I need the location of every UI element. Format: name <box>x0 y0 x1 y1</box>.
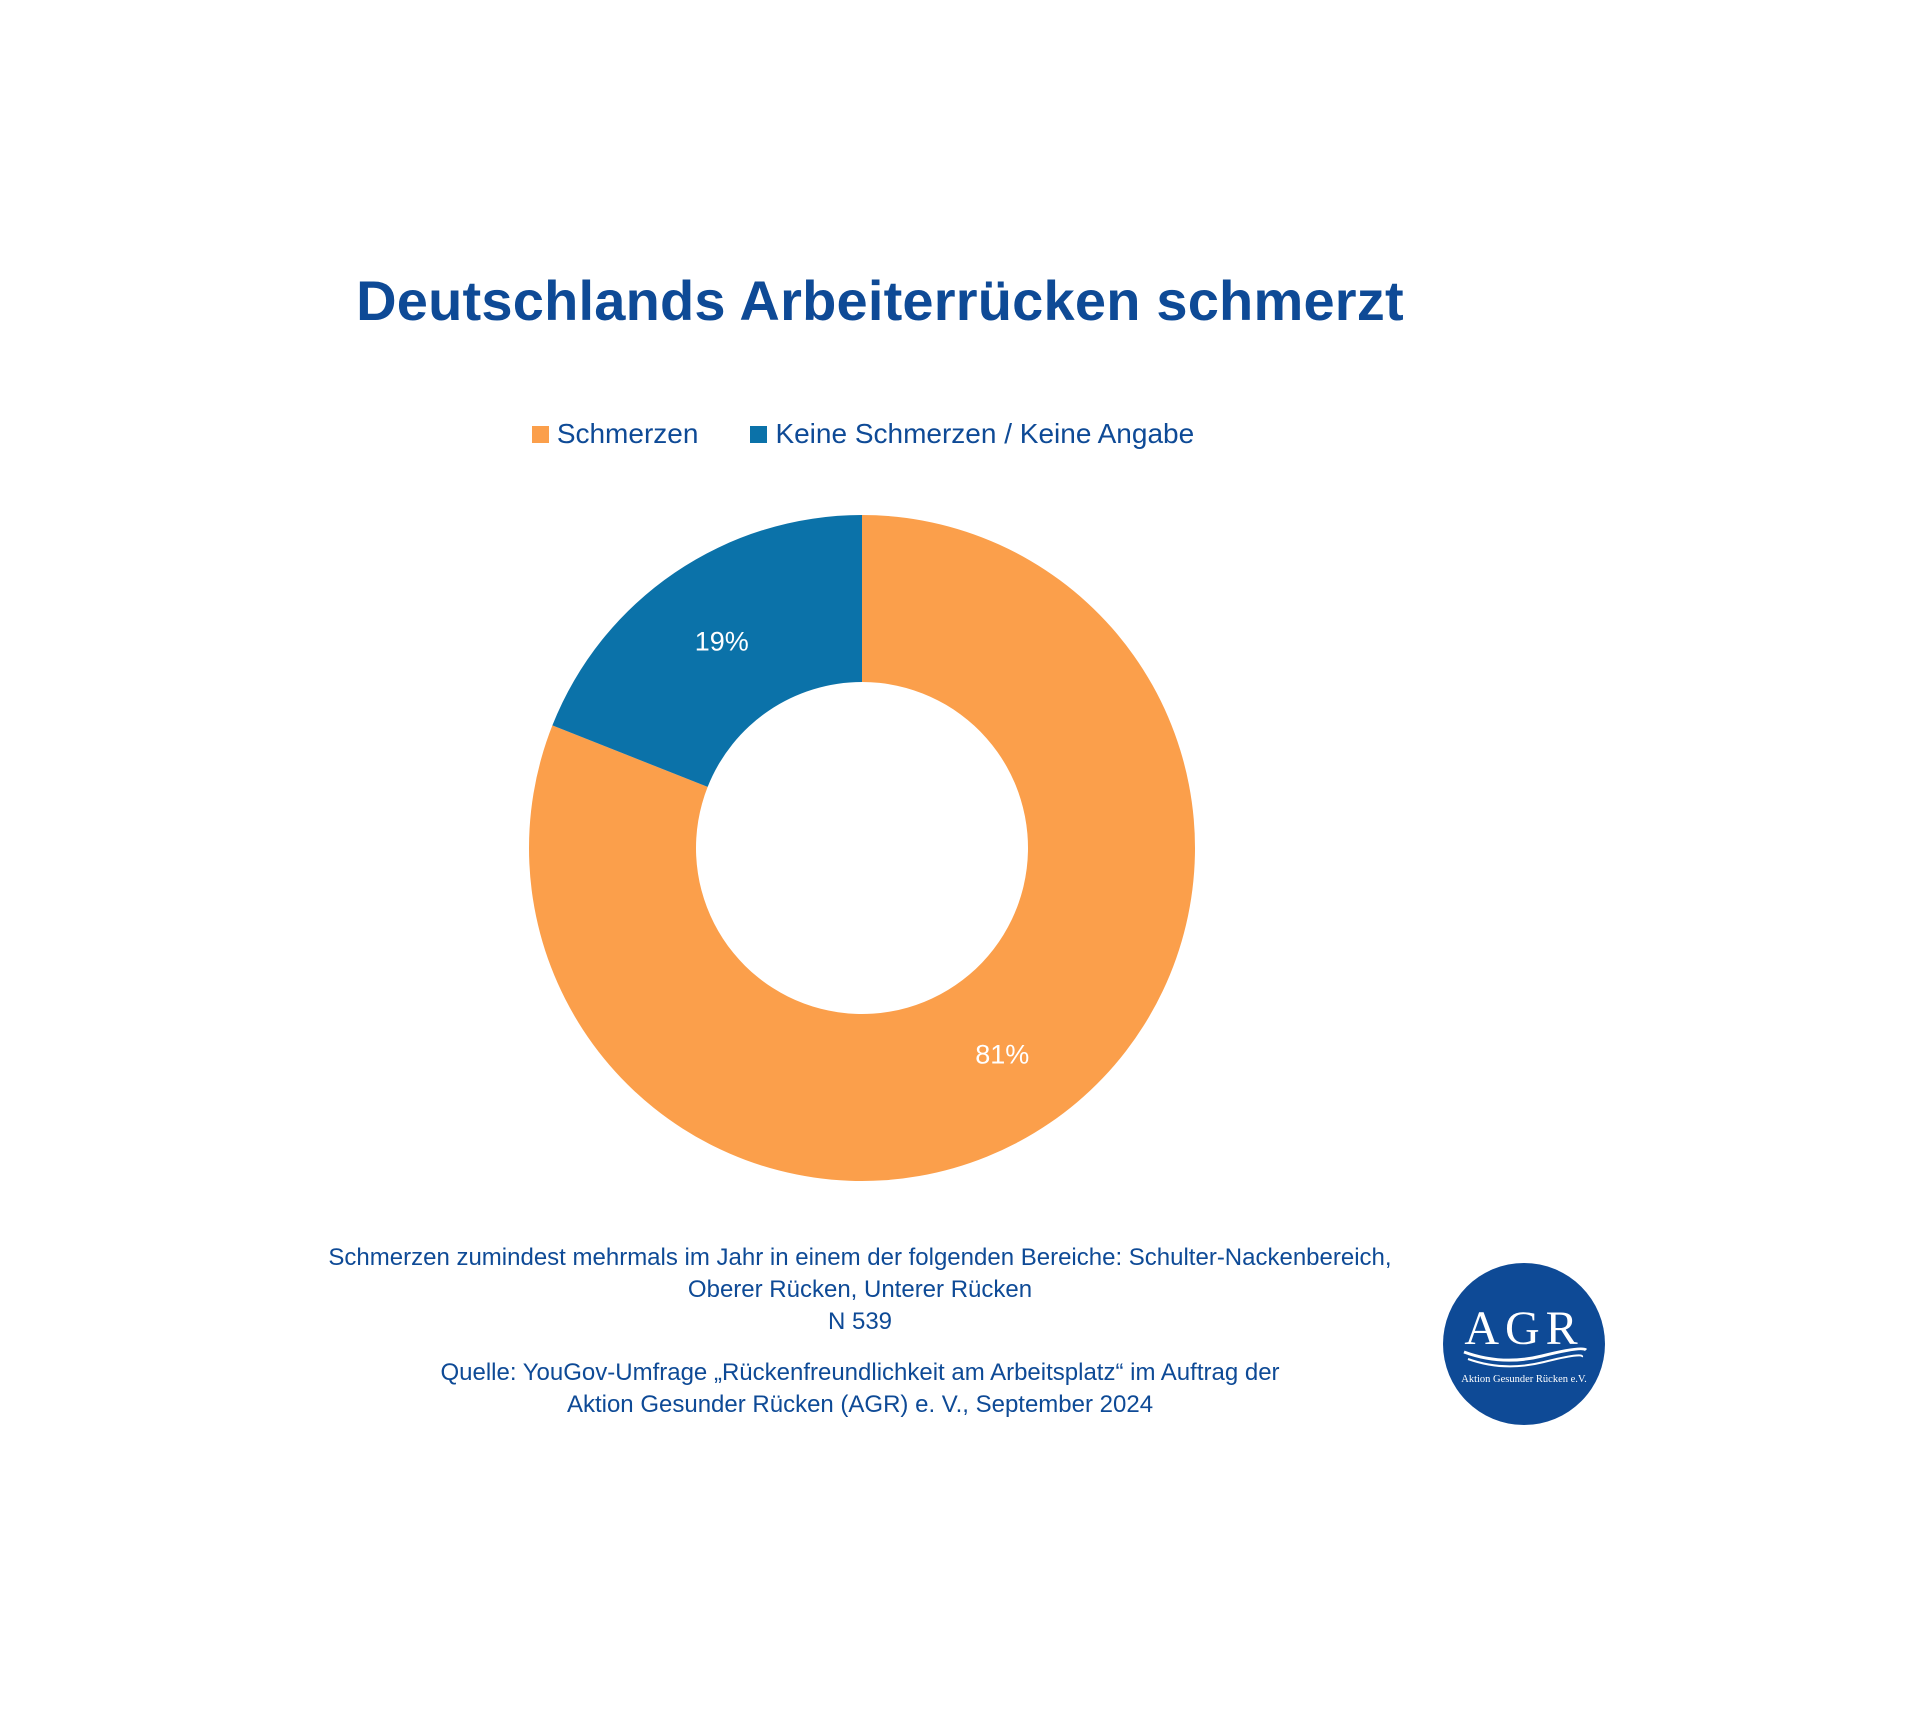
note-line-1: Schmerzen zumindest mehrmals im Jahr in … <box>328 1244 1392 1271</box>
logo-subtitle: Aktion Gesunder Rücken e.V. <box>1461 1374 1587 1385</box>
legend-label-schmerzen: Schmerzen <box>556 418 699 449</box>
note-line-2: Oberer Rücken, Unterer Rücken <box>687 1276 1033 1303</box>
logo-letters: AGR <box>1464 1302 1583 1355</box>
logo-wave-icon <box>1463 1347 1588 1362</box>
sample-size: N 539 <box>827 1308 893 1335</box>
survey-note: Schmerzen zumindest mehrmals im Jahr in … <box>0 1242 1720 1338</box>
legend-swatch-keine-schmerzen <box>750 425 768 443</box>
donut-slice-schmerzen <box>529 515 1196 1181</box>
source-line-1: Quelle: YouGov-Umfrage „Rückenfreundlich… <box>440 1359 1280 1386</box>
data-label-schmerzen: 81% <box>975 1039 1029 1069</box>
agr-logo: AGR Aktion Gesunder Rücken e.V. <box>1443 1263 1605 1425</box>
legend-swatch-schmerzen <box>531 425 549 443</box>
legend-item-keine-schmerzen: Keine Schmerzen / Keine Angabe <box>750 418 1194 450</box>
donut-slice-keine-schmerzen <box>552 515 862 787</box>
data-label-keine-schmerzen: 19% <box>695 627 749 657</box>
legend-item-schmerzen: Schmerzen <box>531 418 699 450</box>
chart-legend: Schmerzen Keine Schmerzen / Keine Angabe <box>0 418 1726 450</box>
source-line-2: Aktion Gesunder Rücken (AGR) e. V., Sept… <box>566 1391 1154 1418</box>
source-note: Quelle: YouGov-Umfrage „Rückenfreundlich… <box>0 1357 1720 1421</box>
chart-title: Deutschlands Arbeiterrücken schmerzt <box>356 269 1404 332</box>
legend-label-keine-schmerzen: Keine Schmerzen / Keine Angabe <box>775 418 1195 449</box>
logo-circle <box>1443 1263 1605 1425</box>
logo-wave-icon-2 <box>1467 1354 1583 1368</box>
